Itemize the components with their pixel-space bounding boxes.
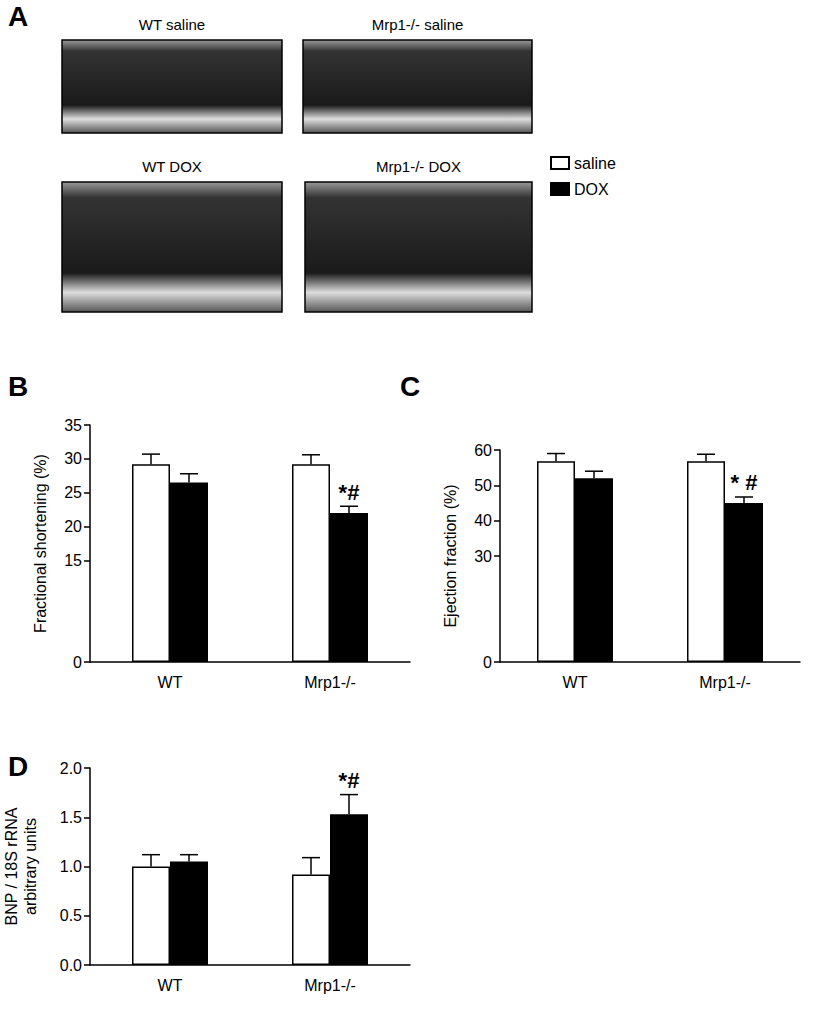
svg-text:Mrp1-/-: Mrp1-/- bbox=[304, 977, 356, 994]
svg-text:WT: WT bbox=[563, 674, 588, 691]
svg-text:A: A bbox=[8, 1, 28, 32]
svg-text:Mrp1-/- saline: Mrp1-/- saline bbox=[372, 16, 464, 33]
svg-text:* #: * # bbox=[731, 470, 758, 495]
svg-text:BNP / 18S rRNA: BNP / 18S rRNA bbox=[3, 807, 20, 925]
svg-text:0.0: 0.0 bbox=[60, 957, 82, 974]
svg-text:35: 35 bbox=[64, 417, 82, 434]
svg-text:Mrp1-/-: Mrp1-/- bbox=[304, 674, 356, 691]
svg-text:1.0: 1.0 bbox=[60, 858, 82, 875]
svg-text:Mrp1-/-: Mrp1-/- bbox=[699, 674, 751, 691]
svg-text:WT saline: WT saline bbox=[139, 16, 205, 33]
svg-text:Mrp1-/- DOX: Mrp1-/- DOX bbox=[376, 158, 461, 175]
svg-text:*#: *# bbox=[339, 480, 360, 505]
svg-text:15: 15 bbox=[64, 552, 82, 569]
svg-text:30: 30 bbox=[64, 450, 82, 467]
svg-text:2.0: 2.0 bbox=[60, 760, 82, 777]
svg-text:D: D bbox=[8, 751, 28, 782]
svg-text:40: 40 bbox=[474, 512, 492, 529]
svg-text:1.5: 1.5 bbox=[60, 809, 82, 826]
svg-text:B: B bbox=[8, 371, 28, 402]
svg-text:*#: *# bbox=[339, 768, 360, 793]
svg-text:Fractional shortening (%): Fractional shortening (%) bbox=[32, 454, 49, 633]
svg-text:WT DOX: WT DOX bbox=[142, 158, 202, 175]
svg-text:arbitrary units: arbitrary units bbox=[22, 818, 39, 915]
svg-text:50: 50 bbox=[474, 477, 492, 494]
svg-text:30: 30 bbox=[474, 548, 492, 565]
svg-text:WT: WT bbox=[158, 674, 183, 691]
svg-text:20: 20 bbox=[64, 518, 82, 535]
svg-text:0.5: 0.5 bbox=[60, 907, 82, 924]
svg-text:0: 0 bbox=[73, 654, 82, 671]
svg-text:Ejection fraction (%): Ejection fraction (%) bbox=[442, 484, 459, 627]
svg-text:C: C bbox=[400, 371, 420, 402]
svg-text:25: 25 bbox=[64, 484, 82, 501]
svg-text:DOX: DOX bbox=[574, 181, 609, 198]
svg-text:0: 0 bbox=[483, 654, 492, 671]
svg-text:60: 60 bbox=[474, 442, 492, 459]
svg-text:WT: WT bbox=[158, 977, 183, 994]
svg-text:saline: saline bbox=[574, 155, 616, 172]
